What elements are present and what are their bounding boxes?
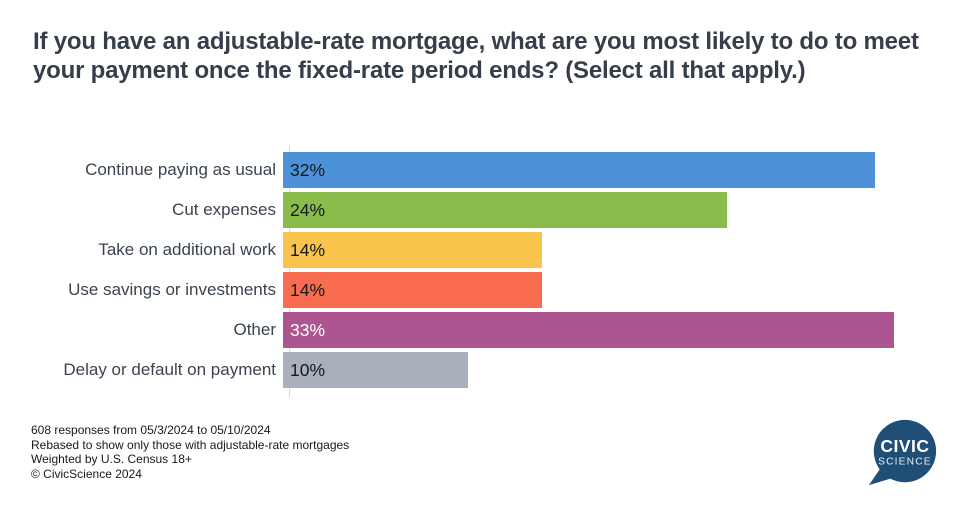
logo-bubble-tail	[868, 466, 892, 486]
bar-value-label: 14%	[290, 239, 326, 260]
chart-footnote: 608 responses from 05/3/2024 to 05/10/20…	[31, 423, 349, 481]
footnote-copyright: © CivicScience 2024	[31, 466, 142, 481]
footnote-weighting: Weighted by U.S. Census 18+	[31, 452, 192, 466]
chart-row: Delay or default on payment 10%	[33, 352, 946, 388]
bar-value-label: 10%	[290, 359, 326, 380]
chart-row: Cut expenses 24%	[33, 192, 946, 228]
chart-row: Use savings or investments 14%	[33, 272, 946, 308]
bar-area: 32%	[283, 152, 946, 188]
category-label: Use savings or investments	[68, 280, 276, 299]
bar: 14%	[283, 272, 542, 308]
logo-text-science: SCIENCE	[878, 457, 932, 468]
footnote-rebase: Rebased to show only those with adjustab…	[31, 437, 350, 452]
bar-chart: Continue paying as usual 32% Cut expense…	[33, 145, 946, 397]
bar-value-label: 14%	[290, 279, 326, 300]
bar: 24%	[283, 192, 727, 228]
category-label: Continue paying as usual	[85, 160, 276, 179]
category-label: Other	[233, 320, 276, 339]
chart-title: If you have an adjustable-rate mortgage,…	[33, 28, 919, 84]
chart-row: Continue paying as usual 32%	[33, 152, 946, 188]
bar-area: 14%	[283, 232, 946, 268]
footnote-responses: 608 responses from 05/3/2024 to 05/10/20…	[31, 423, 271, 437]
chart-row: Other 33%	[33, 312, 946, 348]
category-label: Delay or default on payment	[63, 360, 276, 379]
chart-row: Take on additional work 14%	[33, 232, 946, 268]
bar: 10%	[283, 352, 468, 388]
bar-area: 14%	[283, 272, 946, 308]
bar: 14%	[283, 232, 542, 268]
logo-bubble-circle	[873, 419, 937, 483]
y-axis-line	[289, 145, 290, 397]
bar-value-label: 24%	[290, 199, 326, 220]
category-label: Take on additional work	[98, 240, 276, 259]
bar-area: 10%	[283, 352, 946, 388]
logo-text-civic: CIVIC	[880, 436, 929, 456]
civicscience-logo: CIVIC SCIENCE	[868, 419, 937, 486]
bar: 33%	[283, 312, 894, 348]
bar-value-label: 32%	[290, 159, 326, 180]
bar: 32%	[283, 152, 875, 188]
bar-area: 24%	[283, 192, 946, 228]
bar-value-label: 33%	[290, 319, 326, 340]
category-label: Cut expenses	[172, 200, 276, 219]
bar-area: 33%	[283, 312, 946, 348]
